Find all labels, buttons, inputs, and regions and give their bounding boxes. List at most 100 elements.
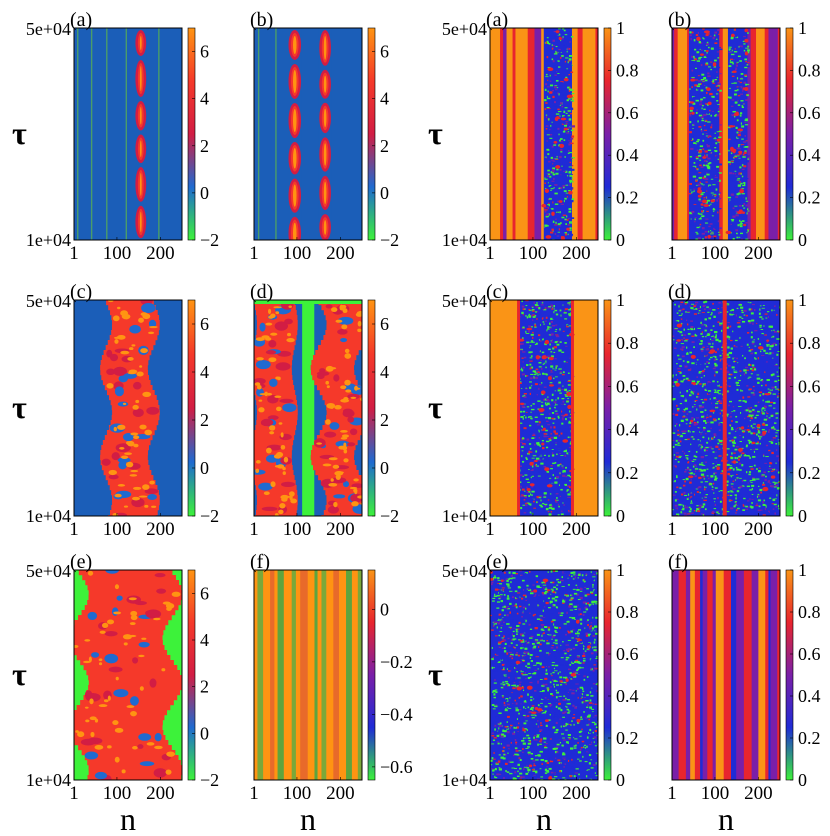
incoherent-speck: [509, 606, 512, 609]
incoherent-speck: [565, 705, 567, 707]
incoherent-speck: [531, 305, 534, 307]
incoherent-speck: [766, 382, 769, 385]
incoherent-speck: [524, 315, 528, 317]
incoherent-speck: [701, 513, 703, 515]
incoherent-speck: [521, 342, 524, 345]
incoherent-speck: [693, 508, 697, 511]
band-blob: [113, 366, 128, 377]
incoherent-speck: [702, 139, 705, 142]
incoherent-speck: [699, 458, 703, 461]
incoherent-speck: [692, 431, 695, 433]
incoherent-speck: [554, 90, 556, 93]
incoherent-speck: [750, 506, 754, 509]
incoherent-speck: [708, 343, 711, 345]
incoherent-speck: [757, 431, 761, 434]
incoherent-speck: [679, 365, 682, 367]
incoherent-speck: [757, 441, 759, 444]
incoherent-speck: [731, 441, 735, 444]
incoherent-speck: [735, 431, 737, 432]
incoherent-speck: [703, 420, 707, 422]
incoherent-speck: [747, 425, 749, 427]
incoherent-speck: [734, 139, 737, 141]
incoherent-speck: [766, 365, 768, 368]
band-hot: [322, 463, 332, 467]
incoherent-speck: [706, 190, 708, 192]
band-hot: [335, 474, 341, 480]
incoherent-speck: [672, 413, 675, 416]
band-cell: [110, 420, 159, 426]
incoherent-speck: [542, 502, 545, 505]
incoherent-speck: [521, 672, 524, 675]
incoherent-speck: [550, 505, 553, 508]
incoherent-speck: [736, 236, 739, 239]
incoherent-speck: [683, 347, 686, 350]
incoherent-speck: [743, 369, 747, 372]
incoherent-speck: [756, 377, 761, 380]
incoherent-speck: [683, 395, 686, 398]
incoherent-speck: [570, 706, 572, 708]
incoherent-speck: [718, 393, 722, 395]
band-hot: [85, 719, 90, 723]
incoherent-speck: [773, 464, 777, 466]
incoherent-speck: [495, 762, 499, 765]
incoherent-speck: [526, 364, 529, 367]
incoherent-speck: [746, 222, 748, 225]
incoherent-speck: [550, 333, 554, 336]
incoherent-speck: [715, 85, 718, 88]
band-blob: [265, 350, 277, 355]
incoherent-speck: [729, 172, 733, 175]
incoherent-speck: [774, 308, 777, 311]
incoherent-speck: [521, 574, 524, 577]
incoherent-speck: [555, 221, 557, 224]
incoherent-speck: [571, 188, 574, 190]
incoherent-speck: [691, 440, 695, 444]
incoherent-speck: [698, 381, 701, 384]
incoherent-speck: [711, 95, 715, 98]
incoherent-speck: [695, 453, 699, 456]
incoherent-speck: [673, 340, 675, 342]
incoherent-speck: [696, 376, 698, 378]
incoherent-speck: [588, 744, 592, 748]
band-hot: [344, 348, 350, 354]
incoherent-speck: [684, 303, 687, 305]
incoherent-speck: [541, 615, 544, 618]
incoherent-speck: [676, 481, 678, 483]
incoherent-speck: [694, 474, 697, 478]
incoherent-speck: [513, 681, 516, 684]
incoherent-speck: [562, 130, 566, 133]
incoherent-speck: [690, 390, 692, 393]
incoherent-speck: [565, 345, 568, 347]
incoherent-speck: [701, 49, 703, 51]
incoherent-speck: [524, 474, 528, 476]
incoherent-speck: [733, 436, 737, 439]
incoherent-speck: [732, 58, 735, 61]
incoherent-speck: [555, 404, 559, 406]
incoherent-speck: [568, 313, 572, 315]
incoherent-dot: [689, 101, 694, 104]
incoherent-speck: [774, 364, 778, 366]
stripe: [515, 28, 523, 240]
band-hot: [112, 315, 120, 322]
incoherent-speck: [552, 683, 554, 685]
band-cell: [256, 400, 298, 406]
incoherent-speck: [743, 146, 747, 148]
incoherent-speck: [554, 499, 557, 502]
colorbar-tick-label: 1: [798, 18, 807, 38]
incoherent-speck: [687, 493, 690, 496]
incoherent-speck: [701, 107, 703, 110]
band-cell: [254, 480, 296, 486]
incoherent-speck: [541, 425, 543, 428]
incoherent-speck: [544, 55, 547, 57]
incoherent-speck: [733, 69, 735, 71]
band-blob: [329, 422, 340, 430]
band-cell: [326, 325, 362, 331]
incoherent-speck: [761, 481, 763, 484]
panel-label: (b): [250, 9, 273, 31]
incoherent-speck: [566, 108, 569, 111]
incoherent-speck: [775, 359, 777, 362]
incoherent-dot: [563, 77, 569, 82]
incoherent-speck: [540, 401, 544, 403]
incoherent-speck: [547, 304, 551, 306]
incoherent-speck: [561, 414, 564, 416]
